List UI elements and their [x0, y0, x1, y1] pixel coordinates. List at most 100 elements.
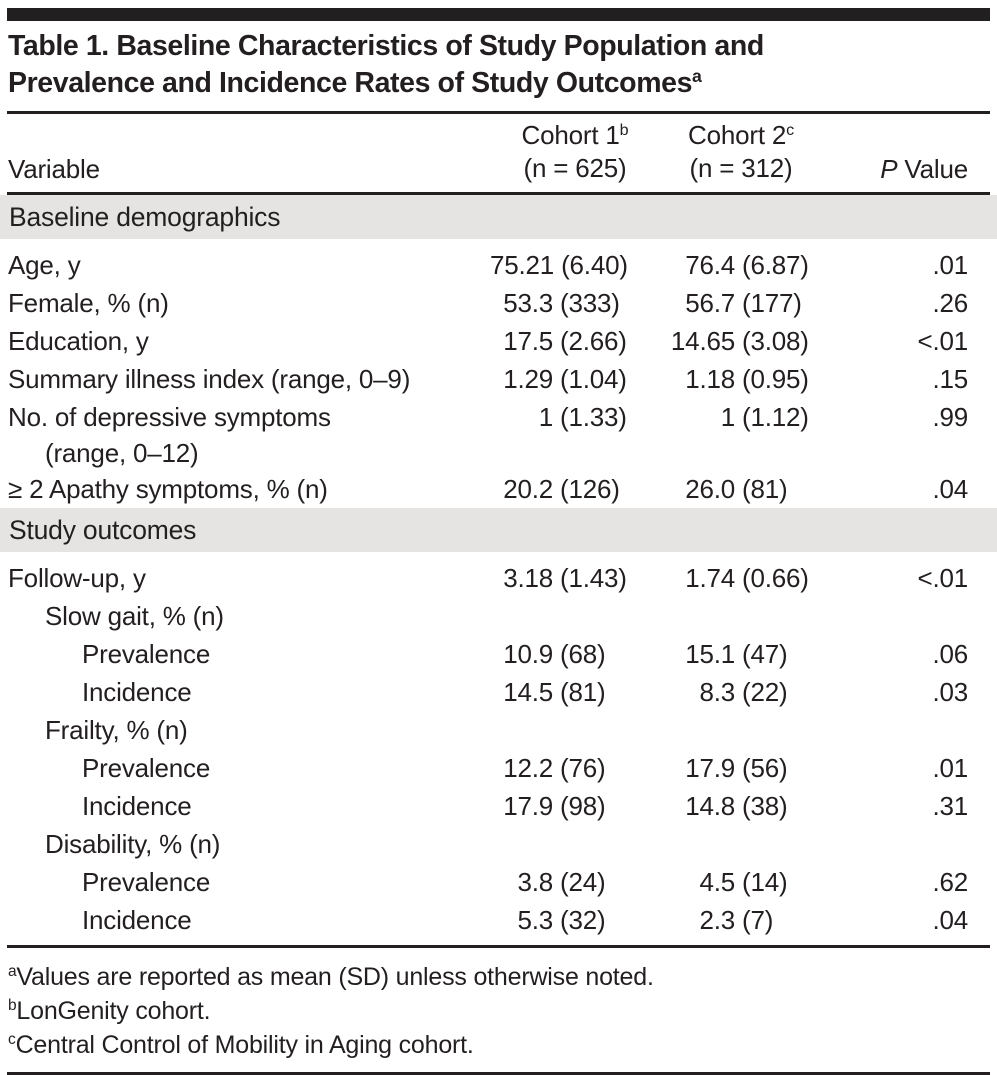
row-cohort2-cell: 1.74 (0.66): [660, 559, 822, 597]
row-label-continuation: (range, 0–12): [45, 438, 199, 468]
cohort1-sd: (1.43): [560, 563, 627, 593]
cohort1-value: 10.9: [503, 639, 553, 669]
row-cohort1-cell: 53.3 (333): [490, 284, 660, 322]
cohort2-value: 8.3: [699, 677, 735, 707]
row-cohort1-cell: 1.29 (1.04): [490, 360, 660, 398]
cohort2-sd: (7): [742, 905, 774, 935]
row-label-cell: No. of depressive symptoms (range, 0–12): [7, 398, 490, 470]
row-cohort1-cell: 12.2 (76): [490, 749, 660, 787]
footnote: aValues are reported as mean (SD) unless…: [8, 960, 989, 994]
table-row: Frailty, % (n): [7, 711, 990, 749]
cohort2-sd: (177): [742, 288, 802, 318]
table-title-footnote-marker: a: [692, 66, 702, 87]
cohort1-sd: (68): [560, 639, 606, 669]
row-cohort2-cell: 14.8 (38): [660, 787, 822, 825]
row-label: Incidence: [82, 905, 192, 935]
table-row: Incidence 5.3 (32) 2.3 (7) .04: [7, 901, 990, 939]
row-cohort1-cell: 3.8 (24): [490, 863, 660, 901]
row-cohort1-cell: 14.5 (81): [490, 673, 660, 711]
header-cohort1-name: Cohort 1b: [490, 119, 660, 152]
cohort1-sd: (32): [560, 905, 606, 935]
cohort2-sd: (1.12): [742, 402, 809, 432]
row-p-value: <.01: [917, 563, 968, 593]
section-label: Study outcomes: [9, 514, 197, 545]
table-row: Age, y 75.21 (6.40) 76.4 (6.87) .01: [7, 246, 990, 284]
cohort2-sd: (3.08): [742, 326, 809, 356]
cohort1-value: 5.3: [517, 905, 553, 935]
section-header-row: Study outcomes: [0, 508, 997, 552]
cohort1-sd: (6.40): [561, 250, 628, 280]
row-label: Age, y: [8, 250, 81, 280]
rule-above-footnotes: [7, 945, 990, 948]
cohort1-value: 75.21: [490, 250, 555, 280]
row-cohort2-cell: 2.3 (7): [660, 901, 822, 939]
table-row: ≥ 2 Apathy symptoms, % (n) 20.2 (126) 26.…: [7, 470, 990, 508]
table-row: Prevalence 10.9 (68) 15.1 (47) .06: [7, 635, 990, 673]
row-p-value: .62: [932, 867, 968, 897]
row-label-cell: Prevalence: [7, 635, 490, 673]
cohort2-value: 15.1: [685, 639, 735, 669]
cohort2-sd: (22): [742, 677, 788, 707]
row-label-cell: Slow gait, % (n): [7, 597, 490, 635]
row-label-cell: Prevalence: [7, 863, 490, 901]
rule-below-header: [7, 192, 990, 195]
row-p-value: .15: [932, 364, 968, 394]
table-row: Slow gait, % (n): [7, 597, 990, 635]
rule-bottom: [7, 1072, 990, 1075]
section-label: Baseline demographics: [9, 201, 281, 232]
table-top-bar: [7, 8, 990, 21]
cohort1-value: 14.5: [503, 677, 553, 707]
cohort2-value: 56.7: [685, 288, 735, 318]
cohort2-sd: (0.66): [742, 563, 809, 593]
cohort2-value: 76.4: [685, 250, 735, 280]
cohort1-sd: (24): [560, 867, 606, 897]
row-cohort1-cell: 10.9 (68): [490, 635, 660, 673]
row-cohort2-cell: 15.1 (47): [660, 635, 822, 673]
cohort1-value: 3.18: [503, 563, 553, 593]
cohort2-value: 1: [720, 402, 735, 432]
table-row: Incidence 17.9 (98) 14.8 (38) .31: [7, 787, 990, 825]
rule-below-title: [7, 111, 990, 114]
row-label-cell: Follow-up, y: [7, 559, 490, 597]
row-label: Education, y: [8, 326, 149, 356]
row-p-value: .26: [932, 288, 968, 318]
table-row: Incidence 14.5 (81) 8.3 (22) .03: [7, 673, 990, 711]
row-cohort2-cell: 26.0 (81): [660, 470, 822, 508]
cohort2-value: 17.9: [685, 753, 735, 783]
header-p-rest: Value: [897, 154, 968, 184]
row-cohort1-cell: 1 (1.33): [490, 398, 660, 436]
table-footnotes: aValues are reported as mean (SD) unless…: [7, 948, 990, 1072]
header-p-italic: P: [880, 154, 898, 184]
table-row: Disability, % (n): [7, 825, 990, 863]
header-cohort2-footnote-marker: c: [786, 121, 794, 140]
row-label: Female, % (n): [8, 288, 169, 318]
row-cohort2-cell: 1 (1.12): [660, 398, 822, 436]
cohort1-value: 20.2: [503, 474, 553, 504]
row-p-value: .01: [932, 753, 968, 783]
table-row: Follow-up, y 3.18 (1.43) 1.74 (0.66) <.01: [7, 559, 990, 597]
cohort2-value: 2.3: [699, 905, 735, 935]
header-variable: Variable: [7, 119, 490, 185]
cohort1-value: 1.29: [503, 364, 553, 394]
header-cohort1: Cohort 1b (n = 625): [490, 119, 660, 185]
cohort1-value: 1: [538, 402, 553, 432]
header-cohort1-n: (n = 625): [523, 153, 627, 183]
cohort1-sd: (333): [560, 288, 620, 318]
footnote-text: LonGenity cohort.: [16, 997, 211, 1025]
table-body: Baseline demographics Age, y 75.21 (6.40)…: [0, 195, 997, 939]
section-header-row: Baseline demographics: [0, 195, 997, 239]
cohort2-value: 1.18: [685, 364, 735, 394]
header-variable-label: Variable: [8, 154, 100, 184]
row-cohort1-cell: 75.21 (6.40): [490, 246, 660, 284]
cohort2-value: 4.5: [699, 867, 735, 897]
row-p-value: .03: [932, 677, 968, 707]
row-label-cell: Prevalence: [7, 749, 490, 787]
cohort2-value: 26.0: [685, 474, 735, 504]
cohort2-sd: (0.95): [742, 364, 809, 394]
cohort1-sd: (1.33): [560, 402, 627, 432]
header-cohort1-footnote-marker: b: [619, 121, 629, 140]
row-cohort2-cell: 4.5 (14): [660, 863, 822, 901]
header-p-value: P Value: [822, 119, 990, 185]
footnote-text: Values are reported as mean (SD) unless …: [16, 963, 654, 991]
table-title-line2: Prevalence and Incidence Rates of Study …: [8, 67, 693, 99]
